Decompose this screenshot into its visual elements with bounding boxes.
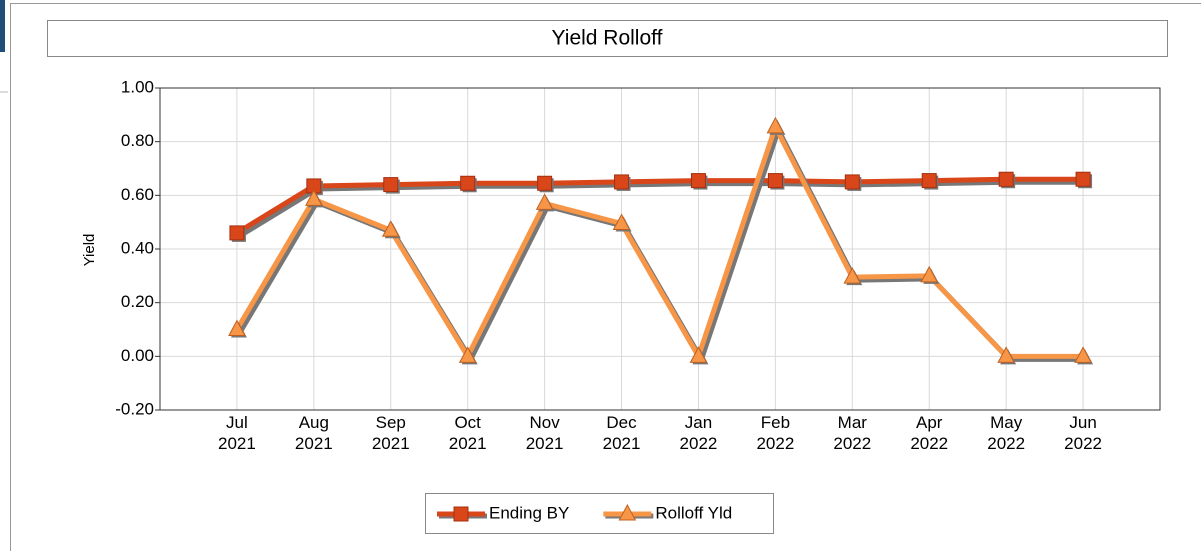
point [766, 116, 785, 134]
x-tick-label: Jan 2022 [680, 413, 718, 453]
point [228, 319, 246, 336]
x-tick-label: Dec 2021 [603, 413, 641, 453]
x-tick-label: May 2022 [987, 413, 1025, 453]
legend-marker [453, 506, 469, 522]
point [843, 267, 862, 284]
chart-title: Yield Rolloff [552, 27, 663, 50]
point [767, 173, 783, 189]
point [612, 213, 631, 231]
series-line [235, 176, 1084, 236]
x-tick-label: Feb 2022 [756, 413, 794, 453]
x-tick-label: Nov 2021 [526, 413, 564, 453]
point [1074, 346, 1092, 363]
legend-label: Ending BY [489, 503, 569, 522]
point [381, 220, 400, 237]
y-axis-label: Yield [81, 234, 98, 267]
x-tick-label: Aug 2021 [295, 413, 333, 453]
y-tick-label: 0.40 [121, 238, 154, 257]
y-tick-label: 0.20 [121, 292, 154, 311]
x-tick-label: Apr 2022 [910, 413, 948, 453]
point [690, 173, 706, 189]
point [614, 174, 630, 190]
y-tick-label: 1.00 [121, 77, 154, 96]
point [229, 225, 245, 241]
y-tick-label: -0.20 [115, 399, 154, 418]
plot-border [159, 87, 1161, 411]
series-shadow [238, 179, 1087, 239]
point [535, 193, 554, 210]
point [458, 346, 477, 363]
x-tick-label: Jun 2022 [1064, 413, 1102, 453]
x-tick-label: Oct 2021 [449, 413, 487, 453]
x-tick-label: Jul 2021 [218, 413, 256, 453]
point [920, 265, 939, 283]
y-tick-label: 0.60 [121, 185, 154, 204]
point [998, 171, 1014, 187]
point [921, 173, 937, 189]
legend-marker [618, 503, 637, 521]
point [844, 174, 860, 190]
title-box [47, 20, 1168, 57]
point [383, 177, 399, 193]
x-tick-label: Mar 2022 [833, 413, 871, 453]
point [537, 175, 553, 191]
point [689, 346, 708, 363]
point [1075, 171, 1091, 187]
y-tick-label: 0.00 [121, 346, 154, 365]
point [305, 189, 323, 206]
side-tab [0, 0, 5, 52]
legend-label: Rolloff Yld [655, 503, 732, 522]
x-tick-label: Sep 2021 [372, 413, 410, 453]
point [460, 175, 476, 191]
series-line [234, 124, 1084, 359]
y-tick-label: 0.80 [121, 131, 154, 150]
point [997, 346, 1015, 363]
